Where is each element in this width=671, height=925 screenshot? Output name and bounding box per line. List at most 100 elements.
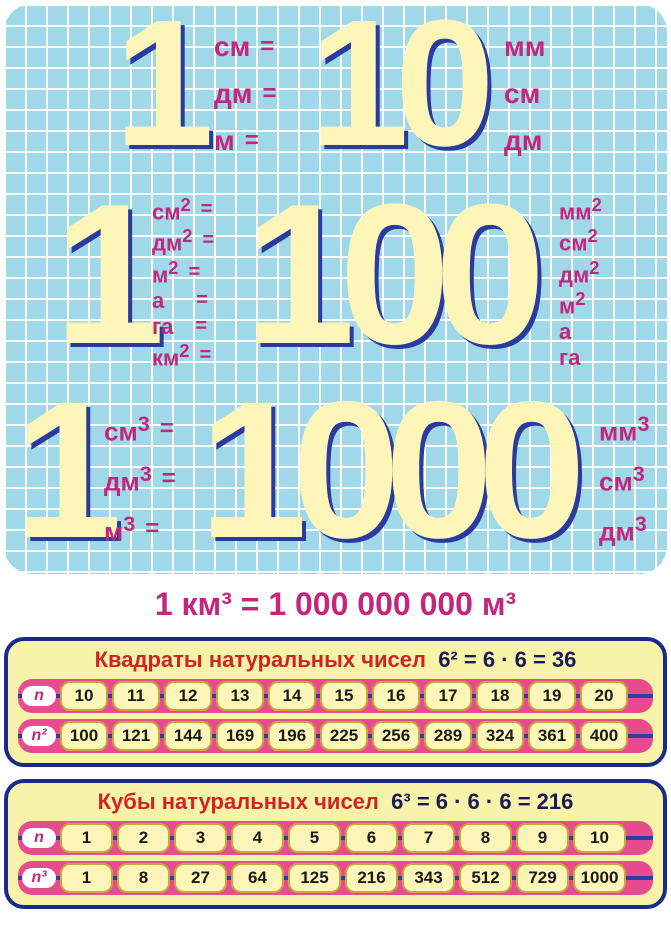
n3-cell: 125: [288, 863, 341, 893]
conversion-grid-panel: 1 см= дм= м= 10 мм см дм 1 см2= дм2= м2=…: [4, 4, 667, 574]
cubes-panel: Кубы натуральных чисел 6³ = 6 · 6 · 6 = …: [4, 779, 667, 909]
cubes-row-n3: n³ 1 8 27 64 125 216 343 512 729 1000: [18, 861, 653, 895]
block2-hundred: 100: [244, 197, 530, 353]
n-cell: 10: [573, 823, 626, 853]
block-linear: 1 см= дм= м= 10 мм см дм: [4, 14, 667, 174]
block3-thousand: 1000: [199, 394, 570, 546]
km-cube-line: 1 км³ = 1 000 000 000 м³: [4, 586, 667, 623]
eq: =: [160, 415, 174, 443]
unit: см3: [104, 411, 150, 448]
unit: см2: [559, 225, 602, 256]
block1-right-units: мм см дм: [504, 24, 545, 164]
n3-cell: 729: [516, 863, 569, 893]
unit: га: [152, 314, 173, 340]
unit: дм2: [559, 257, 602, 288]
block1-ten: 10: [309, 14, 480, 154]
eq: =: [202, 229, 214, 252]
unit: а: [559, 319, 602, 345]
n-cell: 18: [476, 681, 524, 711]
n2-cell: 121: [112, 721, 160, 751]
unit: мм3: [599, 411, 650, 448]
n3-cell: 1000: [573, 863, 626, 893]
eq: =: [201, 198, 213, 221]
unit: дм2: [152, 225, 192, 256]
title-text: Квадраты натуральных чисел: [95, 647, 426, 672]
n-cell: 7: [402, 823, 455, 853]
squares-row-n: n 10 11 12 13 14 15 16 17 18 19 20: [18, 679, 653, 713]
n-cell: 6: [345, 823, 398, 853]
n3-cell: 512: [459, 863, 512, 893]
head-n2: n²: [22, 726, 56, 746]
n2-cell: 324: [476, 721, 524, 751]
block3-left-units: см3= дм3= м3=: [104, 404, 176, 554]
cubes-title: Кубы натуральных чисел 6³ = 6 · 6 · 6 = …: [18, 789, 653, 815]
head-n: n: [22, 686, 56, 706]
n3-cell: 216: [345, 863, 398, 893]
unit-mm: мм: [504, 31, 545, 63]
unit: м3: [104, 511, 135, 548]
eq: =: [195, 315, 207, 338]
title-example: 6² = 6 · 6 = 36: [438, 647, 576, 672]
title-text: Кубы натуральных чисел: [98, 789, 379, 814]
block2-right-units: мм2 см2 дм2 м2 а га: [559, 194, 602, 369]
unit: дм3: [599, 511, 650, 548]
n-cell: 5: [288, 823, 341, 853]
unit: см2: [152, 194, 191, 225]
n2-cell: 289: [424, 721, 472, 751]
n-cell: 3: [174, 823, 227, 853]
unit: см3: [599, 461, 650, 498]
eq: =: [263, 80, 277, 108]
n-cell: 9: [516, 823, 569, 853]
n3-cell: 1: [60, 863, 113, 893]
block3-one: 1: [14, 394, 107, 546]
n-cell: 11: [112, 681, 160, 711]
n2-cell: 256: [372, 721, 420, 751]
block2-left-units: см2= дм2= м2= а= га= км2=: [152, 194, 214, 369]
eq: =: [188, 261, 200, 284]
block2-one: 1: [54, 197, 149, 353]
n2-cell: 144: [164, 721, 212, 751]
unit: км2: [152, 340, 190, 371]
head-n: n: [22, 828, 56, 848]
unit: мм2: [559, 194, 602, 225]
unit: а: [152, 288, 164, 314]
n-cell: 14: [268, 681, 316, 711]
head-n3: n³: [22, 868, 56, 888]
n-cell: 19: [528, 681, 576, 711]
block1-left-units: см= дм= м=: [214, 24, 277, 164]
n-cell: 15: [320, 681, 368, 711]
unit: м2: [152, 257, 178, 288]
eq: =: [260, 33, 274, 61]
n-cell: 17: [424, 681, 472, 711]
unit: дм3: [104, 461, 152, 498]
n-cell: 2: [117, 823, 170, 853]
squares-title: Квадраты натуральных чисел 6² = 6 · 6 = …: [18, 647, 653, 673]
n-cell: 1: [60, 823, 113, 853]
cubes-row-n: n 1 2 3 4 5 6 7 8 9 10: [18, 821, 653, 855]
n3-cell: 64: [231, 863, 284, 893]
unit-dm: дм: [504, 125, 545, 157]
unit-dm: дм: [214, 78, 253, 110]
title-example: 6³ = 6 · 6 · 6 = 216: [391, 789, 573, 814]
n2-cell: 361: [528, 721, 576, 751]
n2-cell: 225: [320, 721, 368, 751]
block3-right-units: мм3 см3 дм3: [599, 404, 650, 554]
n-cell: 20: [580, 681, 628, 711]
n2-cell: 196: [268, 721, 316, 751]
n-cell: 4: [231, 823, 284, 853]
eq: =: [162, 465, 176, 493]
eq: =: [196, 289, 208, 312]
block-cube: 1 см3= дм3= м3= 1000 мм3 см3 дм3: [4, 394, 667, 564]
n2-cell: 400: [580, 721, 628, 751]
block-square: 1 см2= дм2= м2= а= га= км2= 100 мм2 см2 …: [4, 189, 667, 379]
unit-sm: см: [504, 78, 545, 110]
squares-panel: Квадраты натуральных чисел 6² = 6 · 6 = …: [4, 637, 667, 767]
eq: =: [245, 127, 259, 155]
unit-sm: см: [214, 31, 250, 63]
squares-row-n2: n² 100 121 144 169 196 225 256 289 324 3…: [18, 719, 653, 753]
n-cell: 8: [459, 823, 512, 853]
n2-cell: 100: [60, 721, 108, 751]
n-cell: 12: [164, 681, 212, 711]
n-cell: 13: [216, 681, 264, 711]
n3-cell: 343: [402, 863, 455, 893]
